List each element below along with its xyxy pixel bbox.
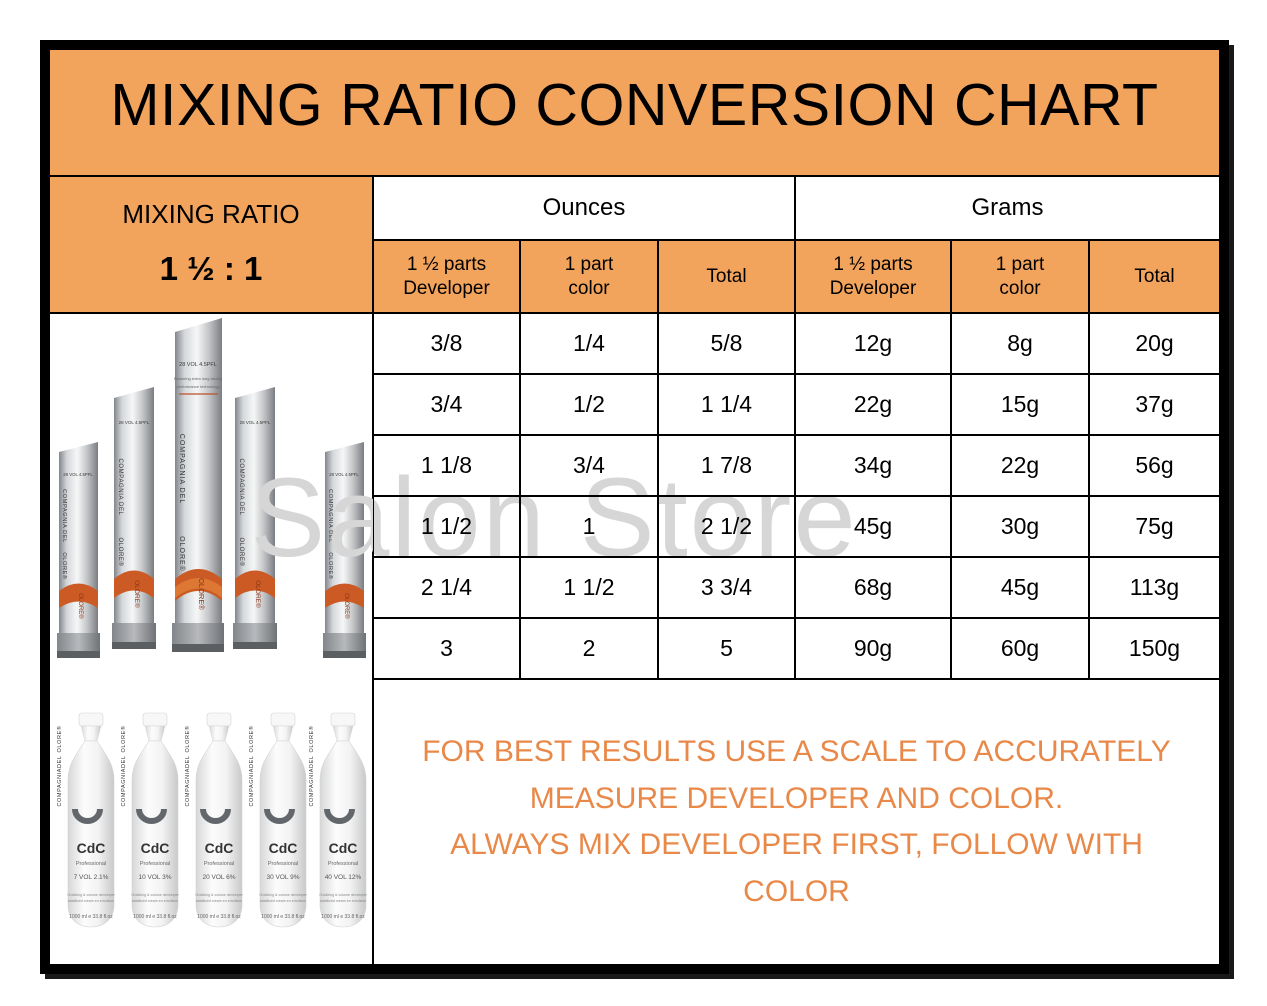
svg-text:28 VOL 4.5PFL: 28 VOL 4.5PFL xyxy=(119,420,150,425)
svg-text:Oxidizing & volume developer: Oxidizing & volume developer xyxy=(195,893,243,897)
svg-text:1000 ml e 33.8 fl.oz: 1000 ml e 33.8 fl.oz xyxy=(261,914,305,920)
svg-text:stabilized cream en emulsion: stabilized cream en emulsion xyxy=(196,899,242,903)
svg-text:stabilized cream en emulsion: stabilized cream en emulsion xyxy=(320,899,366,903)
svg-text:Oxidizing & volume developer: Oxidizing & volume developer xyxy=(259,893,307,897)
svg-text:stabilized cream en emulsion: stabilized cream en emulsion xyxy=(132,899,178,903)
svg-text:performance technology: performance technology xyxy=(177,384,220,389)
svg-text:1000 ml e 33.8 fl.oz: 1000 ml e 33.8 fl.oz xyxy=(321,914,365,920)
svg-text:CdC: CdC xyxy=(269,840,298,856)
svg-text:30 VOL 9%: 30 VOL 9% xyxy=(266,874,299,881)
svg-text:COMPAGNIADEL: COMPAGNIADEL xyxy=(249,755,255,806)
svg-text:OLORE®: OLORE® xyxy=(308,726,315,753)
svg-text:COMPAGNIADEL: COMPAGNIADEL xyxy=(57,755,63,806)
svg-text:stabilized cream en emulsion: stabilized cream en emulsion xyxy=(68,899,114,903)
svg-text:COMPAGNIADEL: COMPAGNIADEL xyxy=(185,755,191,806)
svg-text:1000 ml e 33.8 fl.oz: 1000 ml e 33.8 fl.oz xyxy=(69,914,113,920)
svg-text:Professional: Professional xyxy=(268,861,298,867)
svg-text:CdC: CdC xyxy=(141,840,170,856)
svg-text:CdC: CdC xyxy=(205,840,234,856)
svg-text:Oxidizing & volume developer: Oxidizing & volume developer xyxy=(319,893,367,897)
svg-text:OLORE®: OLORE® xyxy=(77,593,84,619)
svg-text:COMPAGNIADEL: COMPAGNIADEL xyxy=(309,755,315,806)
svg-text:1000 ml e 33.8 fl.oz: 1000 ml e 33.8 fl.oz xyxy=(133,914,177,920)
svg-text:OLORE®: OLORE® xyxy=(343,593,350,619)
svg-text:CdC: CdC xyxy=(329,840,358,856)
svg-text:OLORE®: OLORE® xyxy=(56,726,63,753)
svg-text:CdC: CdC xyxy=(77,840,106,856)
svg-text:40 VOL 12%: 40 VOL 12% xyxy=(325,874,362,881)
svg-text:OLORE®: OLORE® xyxy=(248,726,255,753)
svg-text:Professional: Professional xyxy=(328,861,358,867)
svg-text:28 VOL 4.5PFL: 28 VOL 4.5PFL xyxy=(179,362,217,368)
svg-text:OLORE®: OLORE® xyxy=(120,726,127,753)
svg-text:Featuring extra long lasting: Featuring extra long lasting xyxy=(174,376,222,381)
svg-text:Oxidizing & volume developer: Oxidizing & volume developer xyxy=(131,893,179,897)
svg-text:Professional: Professional xyxy=(140,861,170,867)
svg-text:Oxidizing & volume developer: Oxidizing & volume developer xyxy=(67,893,115,897)
svg-text:COMPAGNIADEL: COMPAGNIADEL xyxy=(121,755,127,806)
svg-text:Professional: Professional xyxy=(204,861,234,867)
svg-text:28 VOL 4.5PFL: 28 VOL 4.5PFL xyxy=(240,420,271,425)
svg-text:7 VOL 2.1%: 7 VOL 2.1% xyxy=(74,874,109,881)
svg-text:20 VOL 6%: 20 VOL 6% xyxy=(202,874,235,881)
svg-text:1000 ml e 33.8 fl.oz: 1000 ml e 33.8 fl.oz xyxy=(197,914,241,920)
svg-text:stabilized cream en emulsion: stabilized cream en emulsion xyxy=(260,899,306,903)
svg-text:Professional: Professional xyxy=(76,861,106,867)
svg-text:10 VOL 3%: 10 VOL 3% xyxy=(138,874,171,881)
svg-text:OLORE®: OLORE® xyxy=(184,726,191,753)
